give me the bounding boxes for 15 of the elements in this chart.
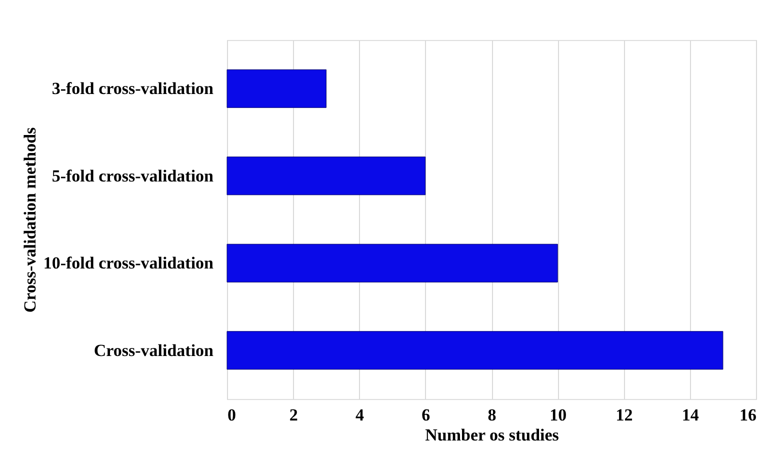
x-tick-label: 2 xyxy=(289,406,298,424)
x-tick-label: 12 xyxy=(616,406,633,424)
x-tick-label: 10 xyxy=(550,406,567,424)
x-axis-title: Number os studies xyxy=(425,426,560,444)
x-tick-label: 8 xyxy=(488,406,496,424)
y-tick-label: Cross-validation xyxy=(94,340,214,360)
y-tick-label: 10-fold cross-validation xyxy=(43,254,214,273)
x-tick-label: 4 xyxy=(356,406,364,424)
x-tick-label: 16 xyxy=(740,406,756,424)
x-tick-label: 14 xyxy=(682,406,700,424)
x-tick-label: 0 xyxy=(228,406,236,424)
y-tick-label: 3-fold cross-validation xyxy=(52,79,214,98)
x-tick-label: 6 xyxy=(422,406,430,424)
y-axis-title: Cross-validation methods xyxy=(20,126,40,313)
y-tick-label: 5-fold cross-validation xyxy=(52,166,214,186)
